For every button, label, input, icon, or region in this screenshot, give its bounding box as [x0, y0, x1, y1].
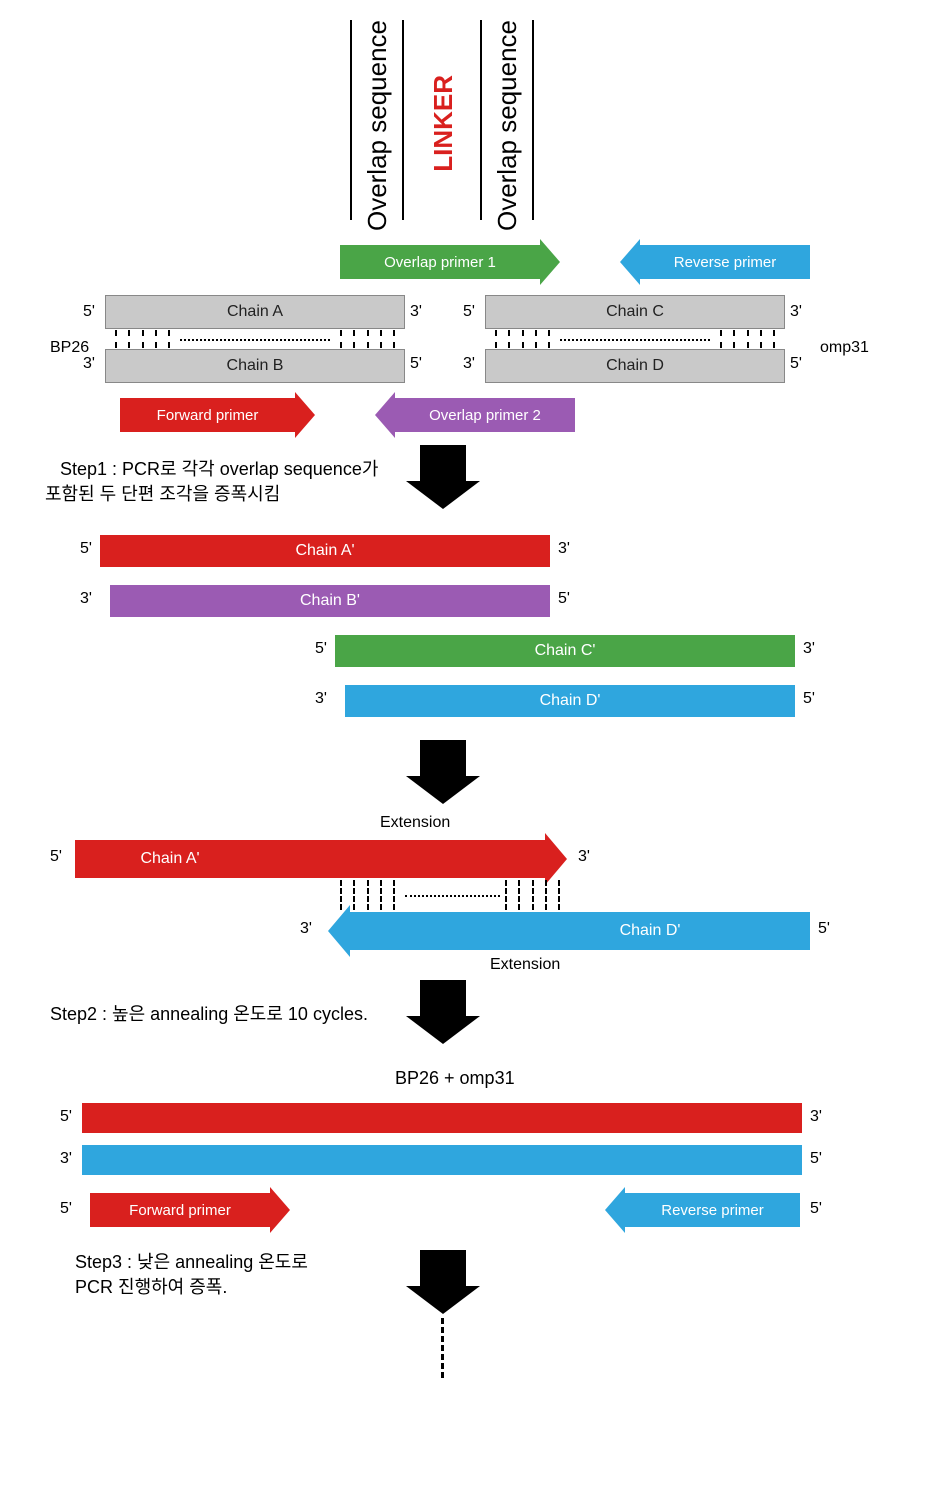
- extension-bottom: Extension: [490, 956, 560, 974]
- three-ext-d: 3': [300, 920, 312, 938]
- chain-b: Chain B: [105, 349, 405, 383]
- chain-bp: Chain B': [110, 585, 550, 617]
- dots-ext: [405, 895, 500, 897]
- down-arrow-1: [420, 445, 466, 481]
- forward-primer-top: Forward primer: [120, 398, 295, 432]
- five-2: 5': [410, 355, 422, 373]
- chain-c: Chain C: [485, 295, 785, 329]
- chain-a-label: Chain A: [227, 303, 283, 321]
- five-full1: 5': [60, 1108, 72, 1126]
- reverse-primer-top: Reverse primer: [640, 245, 810, 279]
- chain-dp: Chain D': [345, 685, 795, 717]
- overlap-primer-2: Overlap primer 2: [395, 398, 575, 432]
- chain-b-label: Chain B: [227, 357, 284, 375]
- five-cp: 5': [315, 640, 327, 658]
- dash-down-continuation: [441, 1318, 444, 1378]
- five-dp: 5': [803, 690, 815, 708]
- vline-1: [350, 20, 352, 220]
- dash-r2: [720, 330, 775, 348]
- five-bp: 5': [558, 590, 570, 608]
- overlap-primer-1-label: Overlap primer 1: [384, 254, 496, 271]
- forward-primer-bottom-label: Forward primer: [129, 1202, 231, 1219]
- step1-line2: 포함된 두 단편 조각을 증폭시킴: [45, 480, 280, 506]
- three-ap: 3': [558, 540, 570, 558]
- overlap-seq-right: Overlap sequence: [492, 20, 523, 231]
- chain-a: Chain A: [105, 295, 405, 329]
- three-4: 3': [463, 355, 475, 373]
- five-ext-d: 5': [818, 920, 830, 938]
- ext-chain-dp: Chain D': [350, 912, 810, 950]
- full-blue-bar: [82, 1145, 802, 1175]
- five-ext-a: 5': [50, 848, 62, 866]
- chain-cp-label: Chain C': [535, 642, 596, 660]
- dash-r1: [495, 330, 550, 348]
- chain-dp-label: Chain D': [540, 692, 601, 710]
- down-arrow-2: [420, 740, 466, 776]
- dots-r1: [560, 339, 710, 341]
- chain-ap: Chain A': [100, 535, 550, 567]
- overlap-primer-2-label: Overlap primer 2: [429, 407, 541, 424]
- step2: Step2 : 높은 annealing 온도로 10 cycles.: [50, 1000, 368, 1026]
- chain-d: Chain D: [485, 349, 785, 383]
- forward-primer-top-label: Forward primer: [157, 407, 259, 424]
- vline-2: [402, 20, 404, 220]
- step3-line2: PCR 진행하여 증폭.: [75, 1273, 227, 1299]
- linker-text: LINKER: [428, 75, 459, 172]
- dots-l1: [180, 339, 330, 341]
- chain-cp: Chain C': [335, 635, 795, 667]
- chain-d-label: Chain D: [606, 357, 664, 375]
- chain-bp-label: Chain B': [300, 592, 360, 610]
- chain-c-label: Chain C: [606, 303, 664, 321]
- three-ext-a: 3': [578, 848, 590, 866]
- reverse-primer-bottom: Reverse primer: [625, 1193, 800, 1227]
- overlap-seq-left: Overlap sequence: [362, 20, 393, 231]
- three-3: 3': [790, 303, 802, 321]
- full-red-bar: [82, 1103, 802, 1133]
- three-1: 3': [410, 303, 422, 321]
- ext-chain-dp-label: Chain D': [620, 922, 681, 940]
- reverse-primer-top-label: Reverse primer: [674, 254, 777, 271]
- reverse-primer-bottom-label: Reverse primer: [661, 1202, 764, 1219]
- three-full2: 3': [60, 1150, 72, 1168]
- vline-4: [532, 20, 534, 220]
- dash-l2: [340, 330, 395, 348]
- three-2: 3': [83, 355, 95, 373]
- ext-chain-ap-label: Chain A': [140, 850, 199, 868]
- five-ap: 5': [80, 540, 92, 558]
- five-full2: 5': [810, 1150, 822, 1168]
- five-4: 5': [790, 355, 802, 373]
- extension-top: Extension: [380, 814, 450, 832]
- down-arrow-4: [420, 1250, 466, 1286]
- three-cp: 3': [803, 640, 815, 658]
- five-fp: 5': [60, 1200, 72, 1218]
- dash-l1: [115, 330, 170, 348]
- chain-ap-label: Chain A': [295, 542, 354, 560]
- combined-label: BP26 + omp31: [395, 1068, 515, 1089]
- three-full1: 3': [810, 1108, 822, 1126]
- down-arrow-3: [420, 980, 466, 1016]
- five-3: 5': [463, 303, 475, 321]
- three-bp: 3': [80, 590, 92, 608]
- step3-line1: Step3 : 낮은 annealing 온도로: [75, 1248, 308, 1274]
- overlap-primer-1: Overlap primer 1: [340, 245, 540, 279]
- step1-line1: Step1 : PCR로 각각 overlap sequence가: [60, 455, 378, 481]
- omp31-label: omp31: [820, 339, 869, 357]
- forward-primer-bottom: Forward primer: [90, 1193, 270, 1227]
- dash-ext2: [505, 880, 560, 910]
- three-dp: 3': [315, 690, 327, 708]
- five-rp: 5': [810, 1200, 822, 1218]
- five-1: 5': [83, 303, 95, 321]
- vline-3: [480, 20, 482, 220]
- ext-chain-ap: Chain A': [75, 840, 545, 878]
